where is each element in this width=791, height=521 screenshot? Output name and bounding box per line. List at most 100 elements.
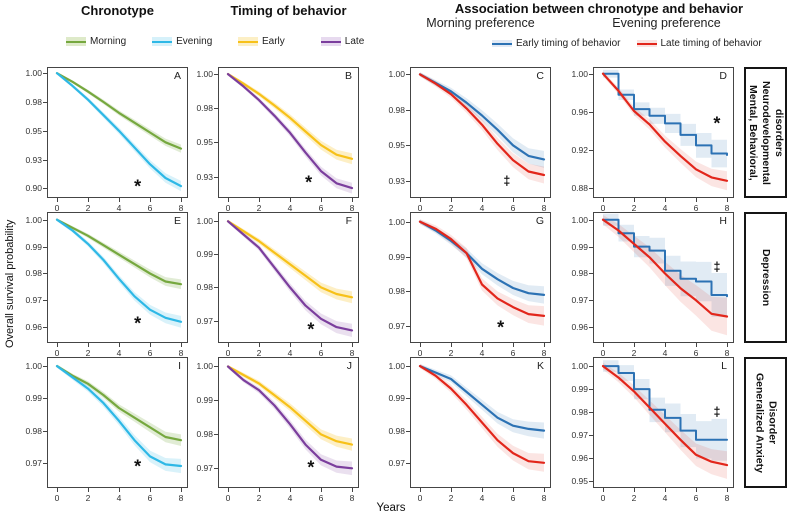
survival-curves-H [601,213,729,336]
row-label-mental-behavioral: Mental, Behavioral, Neurodevelopmental d… [744,67,787,198]
y-tick-mark [214,108,218,110]
y-tick-mark [43,101,47,103]
x-tick-label: 6 [693,493,699,503]
y-tick-label: 1.00 [388,69,405,80]
row-label-generalized-anxiety: Generalized Anxiety Disorder [744,357,787,488]
y-tick-mark [589,273,593,275]
x-tick-label: 2 [85,493,91,503]
y-tick-label: 0.97 [571,295,588,306]
y-tick-mark [589,73,593,75]
x-tick-mark [57,198,58,202]
panel-C: 1.00 0.98 0.95 0.93 0 2 4 6 8 ‡ C [388,67,551,213]
x-tick-label: 0 [54,348,60,358]
x-tick-mark [696,488,697,492]
y-tick-label: 1.00 [196,69,213,80]
x-tick-mark [544,343,545,347]
association-legend: Early timing of behavior Late timing of … [492,38,762,49]
x-tick-label: 2 [85,348,91,358]
x-tick-mark [696,343,697,347]
y-tick-mark [43,130,47,132]
x-tick-label: 2 [631,493,637,503]
y-tick-mark [43,398,47,400]
significance-marker: * [134,313,142,334]
y-tick-mark [214,320,218,322]
panel-letter-D: D [719,70,727,82]
y-tick-label: 0.96 [571,453,588,464]
y-tick-mark [214,142,218,144]
x-tick-label: 0 [417,348,423,358]
significance-marker: ‡ [503,174,511,189]
significance-marker: * [305,172,313,193]
y-tick-label: 0.99 [388,393,405,404]
x-axis-label: Years [376,502,406,514]
panel-K: 1.00 0.99 0.98 0.97 0 2 4 6 8 K [388,357,551,503]
y-tick-label: 0.98 [571,268,588,279]
x-tick-mark [321,198,322,202]
x-tick-label: 4 [662,493,668,503]
y-tick-label: 1.00 [25,214,42,225]
significance-marker: * [713,113,721,134]
y-tick-mark [43,273,47,275]
panel-letter-A: A [173,70,181,82]
x-tick-label: 2 [85,203,91,213]
y-tick-mark [214,176,218,178]
y-tick-mark [214,221,218,223]
y-tick-mark [406,398,410,400]
x-tick-label: 6 [510,348,516,358]
x-tick-mark [513,488,514,492]
panel-letter-C: C [536,70,544,82]
y-tick-label: 0.90 [25,183,42,194]
x-tick-mark [119,488,120,492]
x-tick-label: 2 [256,203,262,213]
x-tick-mark [634,198,635,202]
survival-curves-A [55,71,183,192]
y-tick-label: 0.97 [25,457,42,468]
x-tick-mark [513,343,514,347]
y-tick-mark [406,430,410,432]
y-tick-label: 1.00 [196,361,213,372]
x-tick-label: 8 [349,348,355,358]
y-tick-label: 0.97 [388,457,405,468]
x-tick-label: 8 [541,348,547,358]
subheader-morning-preference: Morning preference [426,16,535,30]
y-tick-label: 1.00 [571,361,588,372]
x-tick-mark [181,198,182,202]
x-tick-mark [228,488,229,492]
y-tick-label: 0.98 [25,96,42,107]
panel-letter-K: K [536,360,544,372]
x-tick-mark [727,343,728,347]
x-tick-mark [290,488,291,492]
y-tick-mark [589,111,593,113]
x-tick-label: 2 [448,493,454,503]
panel-H: 1.00 0.99 0.98 0.97 0.96 0 2 4 6 8 ‡ H [571,212,734,358]
y-tick-mark [589,366,593,368]
panel-E: 1.00 0.99 0.98 0.97 0.96 0 2 4 6 8 * E [25,212,188,358]
panel-L: 1.00 0.99 0.98 0.97 0.96 0.95 0 2 4 6 8 ‡ L [571,357,734,503]
header-chronotype: Chronotype [81,3,154,18]
x-tick-mark [665,488,666,492]
x-tick-label: 4 [287,348,293,358]
panel-D: 1.00 0.96 0.92 0.88 0 2 4 6 8 * D [571,67,734,213]
panel-letter-I: I [178,360,181,372]
y-tick-label: 1.00 [388,361,405,372]
y-tick-mark [406,291,410,293]
y-tick-label: 0.98 [388,104,405,115]
x-tick-mark [181,343,182,347]
y-tick-label: 0.97 [571,430,588,441]
y-tick-mark [43,430,47,432]
y-tick-label: 0.92 [571,145,588,156]
y-tick-mark [589,246,593,248]
survival-curves-C [418,72,546,184]
x-tick-label: 6 [693,203,699,213]
x-tick-label: 8 [178,203,184,213]
early-timing-swatch [492,40,512,47]
x-tick-label: 8 [724,348,730,358]
x-tick-label: 2 [448,203,454,213]
x-tick-label: 4 [479,493,485,503]
y-tick-label: 0.93 [25,154,42,165]
x-tick-label: 4 [287,493,293,503]
x-tick-label: 0 [417,203,423,213]
x-tick-mark [259,488,260,492]
survival-curves-L [601,360,729,479]
x-tick-mark [150,198,151,202]
